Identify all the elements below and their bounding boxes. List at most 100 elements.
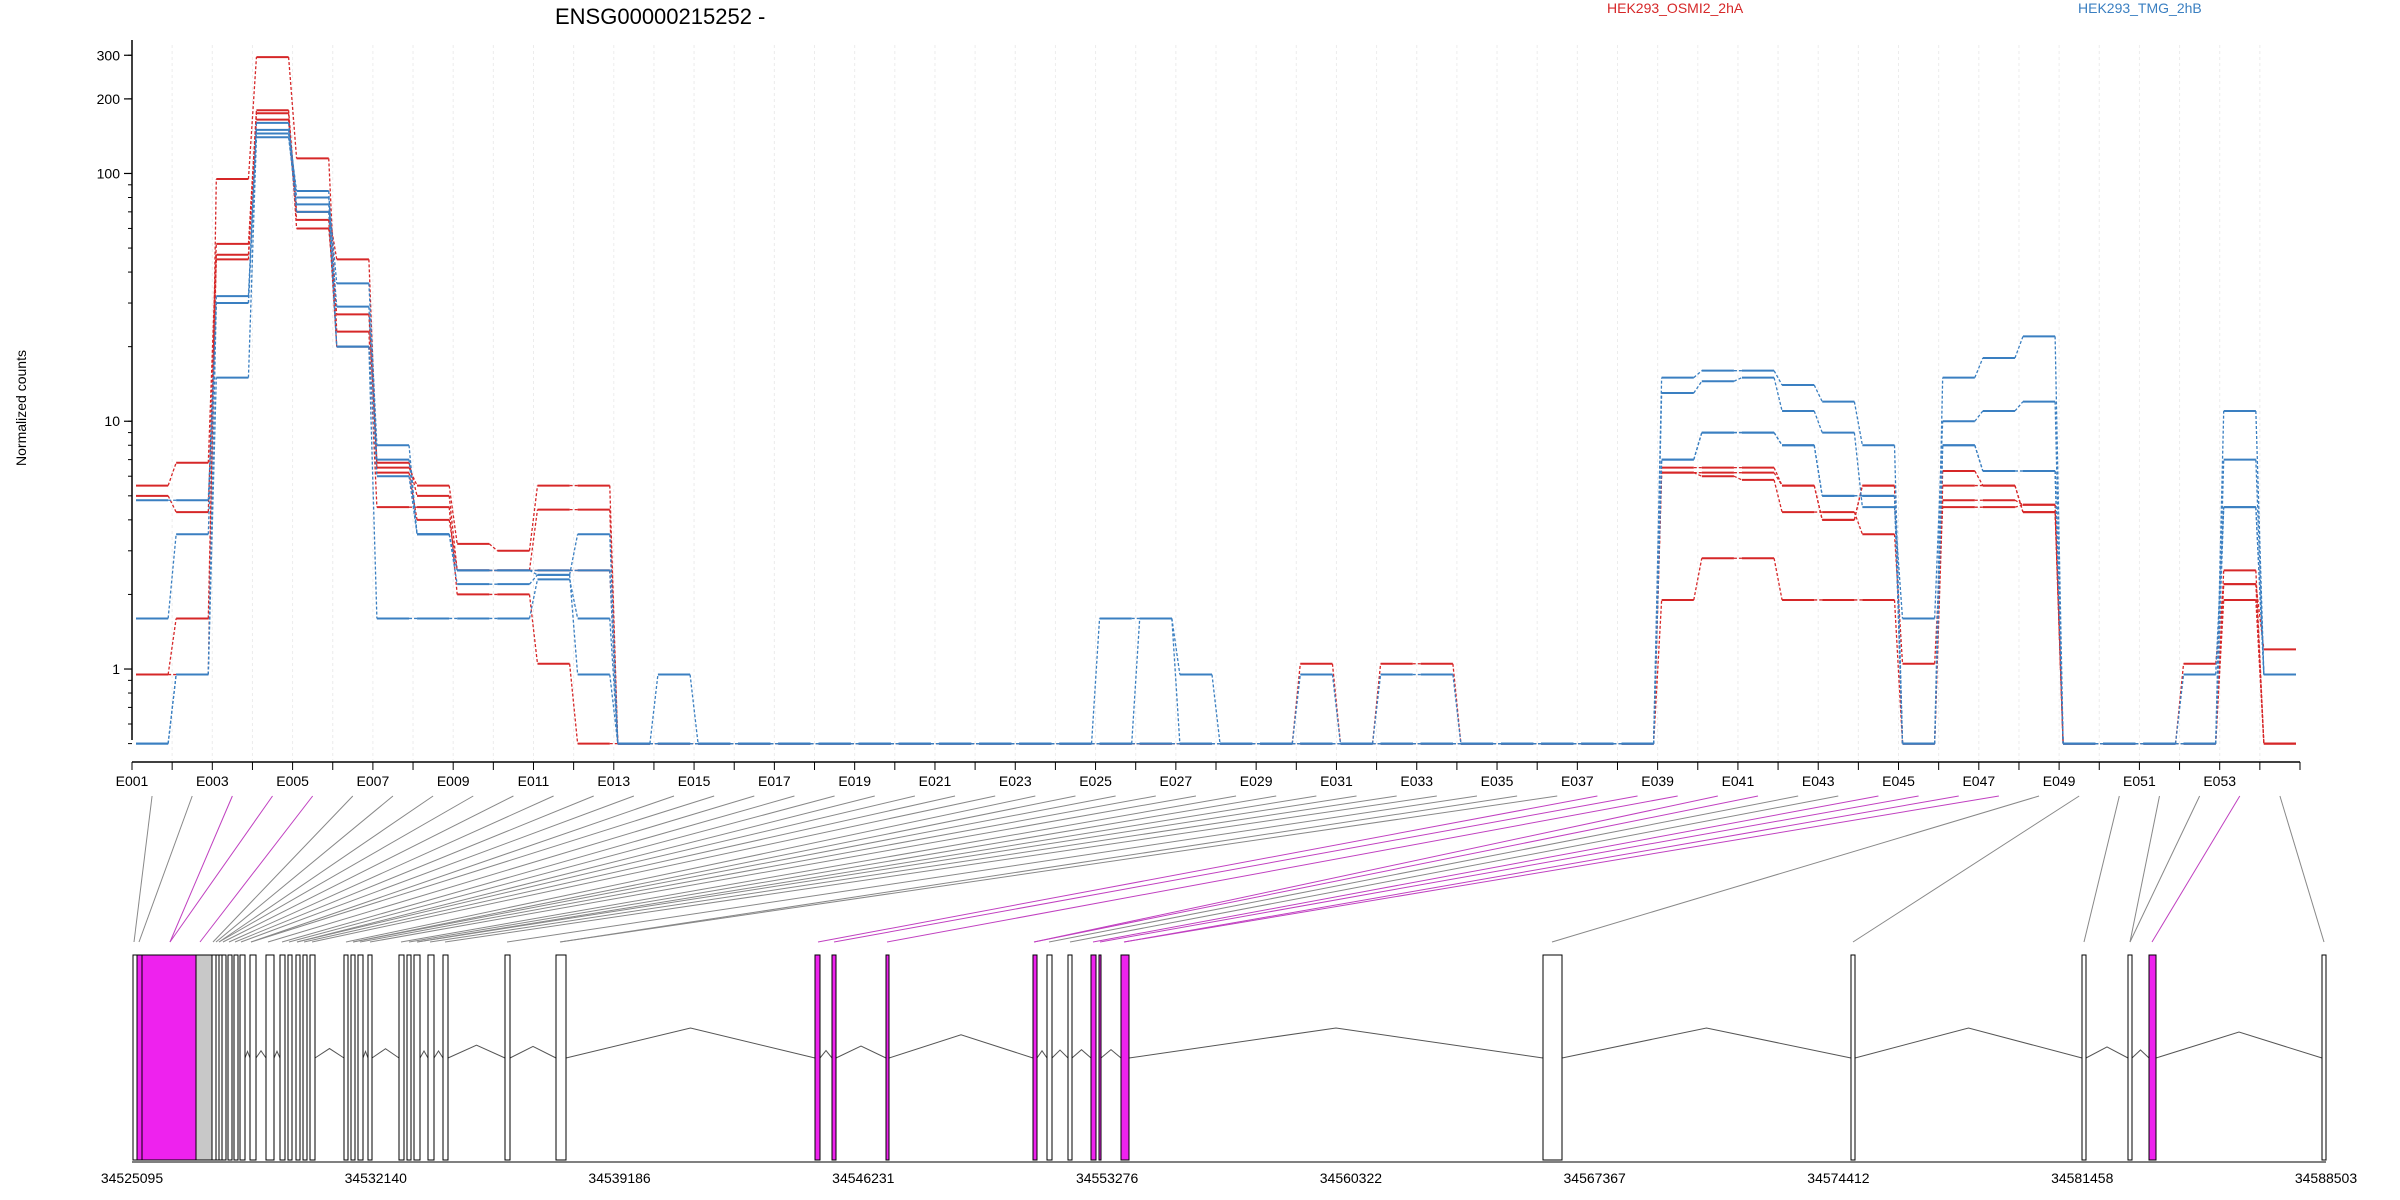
exon-box [367, 954, 373, 1161]
connector-line [369, 795, 1197, 943]
series-connector [2014, 499, 2024, 506]
exon-box [136, 954, 143, 1161]
exon-label: E045 [1882, 773, 1915, 789]
series-connector [448, 534, 458, 571]
exon-box [406, 954, 412, 1161]
exon-box [398, 954, 405, 1161]
series-connector [1853, 432, 1864, 508]
y-axis: 1 10 100 200 300 [97, 40, 133, 745]
connector-line [2083, 795, 2120, 943]
series-connector [368, 346, 378, 477]
exon-label: E017 [758, 773, 791, 789]
series-connector [1773, 479, 1783, 513]
series-connector [247, 133, 258, 304]
series-connector [167, 462, 177, 486]
series-connector [1693, 370, 1703, 379]
exon-label: E013 [597, 773, 630, 789]
series-connector [1853, 401, 1864, 446]
series-connector [1652, 459, 1663, 744]
connector-line [352, 795, 1116, 943]
series-connector [1371, 674, 1382, 744]
series-connector [167, 674, 177, 744]
connector-line [228, 795, 554, 943]
connector-line [296, 795, 875, 943]
connector-line [133, 795, 153, 943]
series-connector [1171, 618, 1181, 744]
series-connector [1974, 470, 1984, 486]
exon-box [295, 954, 301, 1161]
connector-line [1551, 795, 2040, 943]
exon-box [831, 954, 837, 1161]
series-connector [568, 534, 579, 575]
plot-gridlines [171, 45, 2261, 760]
series-connector [568, 663, 579, 744]
intron-line [1051, 1049, 1069, 1059]
y-tick-label: 200 [97, 91, 121, 107]
series-8 [136, 132, 2296, 745]
exon-label: E007 [357, 773, 390, 789]
intron-line [255, 1049, 267, 1059]
chart-title: ENSG00000215252 - [555, 4, 765, 29]
series-connector [2054, 470, 2064, 744]
connector-line [222, 795, 514, 943]
connector-line [359, 795, 1156, 943]
intron-line [1561, 1027, 1852, 1059]
series-connector [529, 569, 538, 576]
series-connector [167, 618, 177, 675]
series-connector [1773, 472, 1783, 486]
series-connector [1291, 674, 1301, 744]
series-1 [136, 109, 2296, 745]
series-connector [167, 534, 177, 619]
series-connector [448, 519, 458, 571]
series-5 [136, 121, 2296, 745]
exon-box [2081, 954, 2087, 1161]
exon-box [249, 954, 257, 1161]
exon-label: E011 [518, 773, 550, 789]
series-connector [528, 485, 539, 551]
exon-label: E003 [196, 773, 229, 789]
series-connector [247, 122, 258, 297]
series-connector [328, 219, 338, 347]
exon-label: E029 [1240, 773, 1273, 789]
connector-line [218, 795, 474, 943]
exon-box [1046, 954, 1053, 1161]
series-connector [287, 133, 298, 212]
intron-line [1036, 1049, 1048, 1059]
exon-box [1098, 954, 1102, 1161]
coordinate-label: 34539186 [588, 1170, 651, 1186]
series-connector [207, 243, 217, 463]
exon-box [221, 954, 227, 1161]
connector-line [1852, 795, 2080, 943]
series-connector [488, 543, 498, 552]
connector-line [416, 795, 1357, 943]
connector-line [833, 795, 1638, 943]
intron-line [1100, 1048, 1122, 1059]
exon-label: E049 [2043, 773, 2076, 789]
series-connector [368, 306, 378, 460]
exon-box [442, 954, 449, 1161]
exon-label: E047 [1962, 773, 1995, 789]
y-tick-label: 1 [112, 661, 120, 677]
exon-label: E037 [1561, 773, 1594, 789]
series-connector [1813, 410, 1823, 433]
series-connector [1171, 618, 1181, 675]
series-lines [136, 56, 2296, 745]
y-tick-label: 100 [97, 165, 121, 181]
series-connector [1211, 674, 1221, 744]
connector-line [199, 795, 314, 943]
legend-entry-tmg: HEK293_TMG_2hB [2078, 0, 2202, 16]
series-connector [2014, 504, 2024, 508]
coordinate-label: 34574412 [1807, 1170, 1870, 1186]
series-connector [1733, 377, 1743, 382]
series-connector [287, 129, 298, 192]
intron-line [1854, 1027, 2083, 1059]
exon-label: E035 [1481, 773, 1514, 789]
series-connector [1773, 558, 1783, 601]
series-connector [1813, 485, 1823, 520]
exon-box [265, 954, 275, 1161]
series-connector [287, 57, 298, 159]
series-connector [2255, 584, 2265, 650]
exon-label: E019 [838, 773, 871, 789]
intron-line [314, 1047, 345, 1059]
